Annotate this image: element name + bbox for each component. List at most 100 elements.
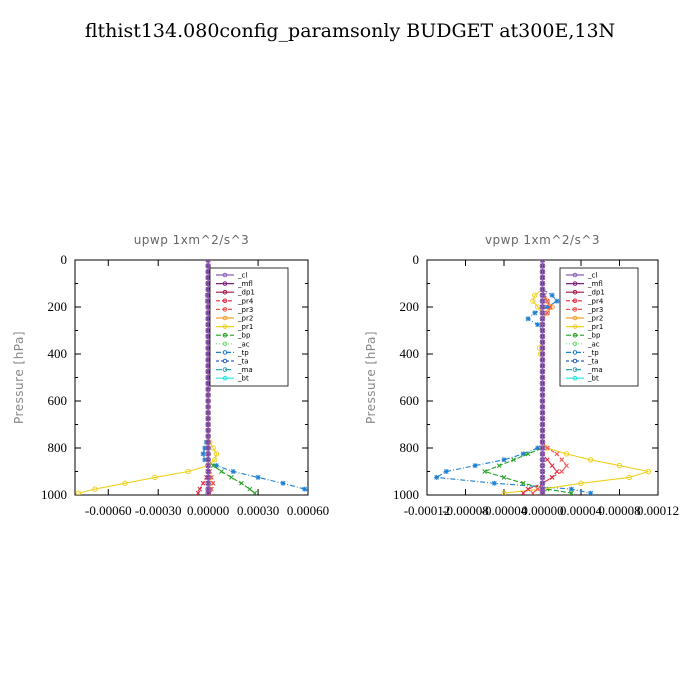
vpwp-point-pr1: [645, 468, 652, 475]
upwp-point-bp: [252, 490, 258, 495]
vpwp-legend-label-mfl: _mfl: [587, 280, 603, 288]
upwp-point-cl: [205, 410, 211, 416]
upwp-x-tick-label: 0.00060: [287, 503, 329, 518]
vpwp-point-bp: [501, 475, 507, 480]
vpwp-point-pr3: [535, 486, 541, 492]
vpwp-point-tp: [472, 463, 478, 469]
vpwp-x-tick-label: 0.00000: [521, 503, 563, 518]
vpwp-series-cl: [539, 260, 546, 495]
vpwp-y-axis-label: Pressure [hPa]: [364, 331, 378, 424]
vpwp-point-cl: [539, 490, 546, 495]
vpwp-legend-label-cl: _cl: [587, 272, 597, 280]
vpwp-point-cl: [539, 451, 546, 457]
vpwp-point-pr3: [547, 304, 553, 310]
vpwp-point-cl: [539, 292, 546, 298]
vpwp-point-cl: [539, 380, 546, 387]
vpwp-point-cl: [539, 398, 546, 404]
vpwp-legend-marker-bp: [572, 332, 578, 338]
vpwp-point-cl: [539, 321, 546, 328]
vpwp-line-bp: [483, 260, 572, 494]
vpwp-point-cl: [539, 462, 546, 469]
vpwp-point-pr1: [530, 298, 536, 304]
upwp-point-cl: [205, 415, 211, 422]
upwp-legend-label-ta: _ta: [237, 358, 249, 366]
vpwp-line-tp: [434, 260, 591, 494]
upwp-y-tick-label: 200: [48, 299, 68, 314]
upwp-point-bp: [210, 463, 216, 468]
upwp-legend-label-dp1: _dp1: [237, 289, 255, 297]
figure-title: flthist134.080config_paramsonly BUDGET a…: [84, 20, 616, 42]
upwp-x-tick-label: 0.00030: [237, 503, 279, 518]
vpwp-legend-label-bp: _bp: [587, 332, 601, 340]
upwp-point-cl: [205, 263, 211, 269]
upwp-point-pr1: [152, 474, 158, 481]
vpwp-point-cl: [539, 286, 546, 293]
upwp-legend-marker-ma: [222, 367, 228, 372]
vpwp-legend-marker-pr1: [572, 324, 578, 329]
upwp-panel: upwp 1xm^2/s^3 Pressure [hPa] 0 200 400 600 80…: [12, 233, 329, 518]
vpwp-legend-marker-pr2: [572, 315, 578, 321]
vpwp-point-cl: [539, 260, 546, 263]
upwp-line-pr1: [78, 260, 218, 494]
upwp-point-pr1: [92, 486, 98, 492]
upwp-legend-marker-dp1: [222, 289, 228, 295]
upwp-legend-marker-pr2: [222, 315, 228, 321]
upwp-point-tp: [203, 439, 209, 445]
upwp-legend-label-bt: _bt: [237, 375, 249, 383]
upwp-legend-marker-tp: [222, 350, 228, 355]
vpwp-point-cl: [539, 280, 546, 287]
vpwp-point-cl: [539, 304, 546, 310]
vpwp-point-tp: [491, 480, 497, 486]
vpwp-point-tp: [532, 310, 538, 316]
upwp-legend-marker-pr1: [222, 324, 228, 329]
vpwp-legend-label-dp1: _dp1: [587, 289, 605, 297]
vpwp-point-cl: [539, 415, 546, 422]
vpwp-point-tp: [588, 490, 594, 495]
upwp-point-pr1: [75, 490, 82, 495]
vpwp-point-pr3: [530, 490, 536, 495]
upwp-point-bp: [219, 469, 224, 474]
vpwp-point-pr3: [559, 469, 565, 474]
vpwp-legend-marker-ma: [572, 367, 578, 372]
vpwp-point-cl: [539, 445, 546, 451]
vpwp-point-pr1: [626, 474, 632, 481]
vpwp-y-tick-label: 200: [400, 299, 420, 314]
upwp-point-cl: [205, 404, 211, 410]
vpwp-point-pr4: [554, 469, 560, 474]
vpwp-point-tp: [434, 474, 440, 480]
upwp-point-cl: [205, 433, 211, 439]
vpwp-point-cl: [539, 410, 546, 416]
upwp-point-pr1: [210, 445, 216, 451]
vpwp-legend-marker-pr4: [572, 298, 578, 304]
upwp-point-tp: [204, 292, 210, 298]
vpwp-point-cl: [539, 386, 546, 392]
vpwp-point-bp: [496, 463, 502, 468]
vpwp-point-pr4: [549, 463, 555, 468]
upwp-legend-marker-mfl: [222, 281, 228, 286]
upwp-point-cl: [205, 427, 211, 434]
upwp-point-cl: [205, 386, 211, 392]
vpwp-point-pr1: [501, 490, 507, 495]
vpwp-point-cl: [539, 433, 546, 439]
vpwp-point-pr4: [520, 490, 526, 495]
upwp-point-pr1: [212, 457, 218, 463]
vpwp-legend-label-pr1: _pr1: [587, 323, 603, 331]
vpwp-plot-area: [434, 260, 652, 495]
vpwp-legend-marker-ta: [572, 358, 578, 364]
vpwp-x-tick-label: 0.00008: [598, 503, 640, 518]
vpwp-point-tp: [544, 304, 550, 310]
vpwp-legend-label-pr3: _pr3: [587, 306, 603, 314]
vpwp-y-tick-label: 600: [400, 393, 420, 408]
vpwp-legend-label-ac: _ac: [587, 340, 600, 348]
upwp-point-cl: [205, 421, 211, 428]
vpwp-point-pr3: [564, 463, 569, 468]
vpwp-point-cl: [539, 421, 546, 428]
upwp-y-tick-label: 800: [48, 440, 68, 455]
vpwp-point-tp: [525, 316, 531, 322]
vpwp-point-cl: [539, 333, 546, 340]
vpwp-y-tick-label: 0: [413, 252, 420, 267]
upwp-plot-area: [75, 260, 308, 495]
vpwp-legend-marker-cl: [572, 272, 578, 278]
upwp-x-tick-label: -0.00030: [135, 503, 182, 518]
vpwp-point-cl: [539, 468, 546, 475]
